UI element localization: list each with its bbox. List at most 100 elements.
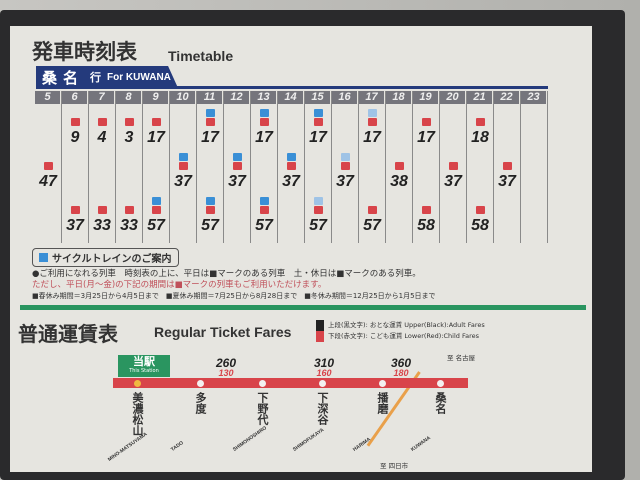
bicycle-icon [475,206,485,214]
bicycle-icon [286,153,296,161]
departure: 58 [413,206,439,234]
hour-column: 7 4 33 [89,91,116,243]
departure-minute: 17 [363,129,381,146]
bicycle-icon [70,118,80,126]
hour-column: 21 18 58 [467,91,494,243]
hour-column: 18 38 [386,91,413,243]
hour-label: 5 [35,91,61,104]
departure: 4 [89,118,115,146]
bicycle-icon [340,162,350,170]
hour-column: 23 [521,91,548,243]
hour-column: 20 37 [440,91,467,243]
departure-minute: 4 [97,129,107,146]
station-dot [319,380,326,387]
hour-column: 22 37 [494,91,521,243]
departure: 9 [62,118,88,146]
bicycle-icon [313,109,323,117]
bicycle-icon [178,153,188,161]
departure-minute: 47 [39,173,57,190]
departure-minute: 17 [147,129,165,146]
fare-segment: 260 130 [206,357,246,378]
hour-column: 19 17 58 [413,91,440,243]
bicycle-icon [70,206,80,214]
bicycle-icon [232,153,242,161]
departure-minute: 57 [147,217,165,234]
adult-fare: 310 [313,356,335,370]
departure: 57 [359,206,385,234]
bicycle-icon [151,206,161,214]
bicycle-icon [259,118,269,126]
hour-column: 11 17 57 [197,91,224,243]
hour-label: 23 [521,91,547,104]
hour-label: 8 [116,91,142,104]
departure: 37 [332,153,358,190]
hour-label: 16 [332,91,358,104]
cycle-train-info: サイクルトレインのご案内 ●ご利用になれる列車 時刻表の上に、平日は■マークのあ… [32,248,542,302]
hour-column: 12 37 [224,91,251,243]
departure: 37 [170,153,196,190]
fare-segment: 360 180 [381,357,421,378]
banner-line [36,86,548,89]
bicycle-icon [205,109,215,117]
this-station-badge: 当駅 This Station [118,355,170,377]
bicycle-icon [475,118,485,126]
departure: 47 [35,162,61,190]
hour-label: 11 [197,91,223,104]
station-name-jp: 桑名 [434,392,447,414]
station-dot [197,380,204,387]
station-dot [259,380,266,387]
cycle-line3: ■春休み期間＝3月25日から4月5日まで ■夏休み期間＝7月25日から8月28日… [32,292,436,300]
departure-minute: 57 [255,217,273,234]
destination-jp: 桑名 [42,68,85,87]
departure: 17 [359,109,385,146]
fares-title-jp: 普通運賃表 [18,322,118,346]
station-name-jp: 下野代 [256,392,269,425]
bicycle-icon [97,206,107,214]
hour-label: 15 [305,91,331,104]
departure: 38 [386,162,412,190]
departure: 37 [224,153,250,190]
bicycle-icon [421,118,431,126]
hour-column: 8 3 33 [116,91,143,243]
timetable-grid: 5 47 6 9 37 7 4 33 8 3 33 9 17 57 10 37 11 17 57 12 37 13 17 57… [35,91,548,243]
bicycle-icon [448,162,458,170]
departure-minute: 37 [444,173,462,190]
bicycle-icon [259,206,269,214]
departure: 37 [62,206,88,234]
departure: 17 [305,109,331,146]
hour-column: 6 9 37 [62,91,89,243]
bicycle-icon [151,118,161,126]
departure: 17 [251,109,277,146]
bicycle-icon [205,206,215,214]
station-name-jp: 播磨 [376,392,389,414]
bicycle-icon [259,109,269,117]
departure-minute: 38 [390,173,408,190]
bicycle-icon [205,118,215,126]
departure-minute: 17 [255,129,273,146]
bicycle-icon [205,197,215,205]
departure-minute: 37 [228,173,246,190]
hour-label: 22 [494,91,520,104]
bicycle-icon [124,118,134,126]
to-yokkaichi: 至 四日市 [380,462,409,470]
hour-column: 5 47 [35,91,62,243]
station-name-jp: 下深谷 [316,392,329,425]
departure: 37 [278,153,304,190]
hour-column: 17 17 57 [359,91,386,243]
route-line [113,378,468,388]
bicycle-icon [502,162,512,170]
departure-minute: 57 [309,217,327,234]
departure-minute: 37 [174,173,192,190]
here-jp: 当駅 [133,355,155,368]
departure-minute: 18 [471,129,489,146]
bicycle-icon [313,206,323,214]
departure: 17 [197,109,223,146]
to-nagoya: 至 名古屋 [447,354,476,362]
departure-minute: 33 [93,217,111,234]
departure-minute: 37 [498,173,516,190]
child-fare: 180 [393,368,409,378]
destination-suffix: 行 [90,71,102,84]
hour-label: 18 [386,91,412,104]
departure-minute: 9 [70,129,80,146]
departure: 33 [89,206,115,234]
